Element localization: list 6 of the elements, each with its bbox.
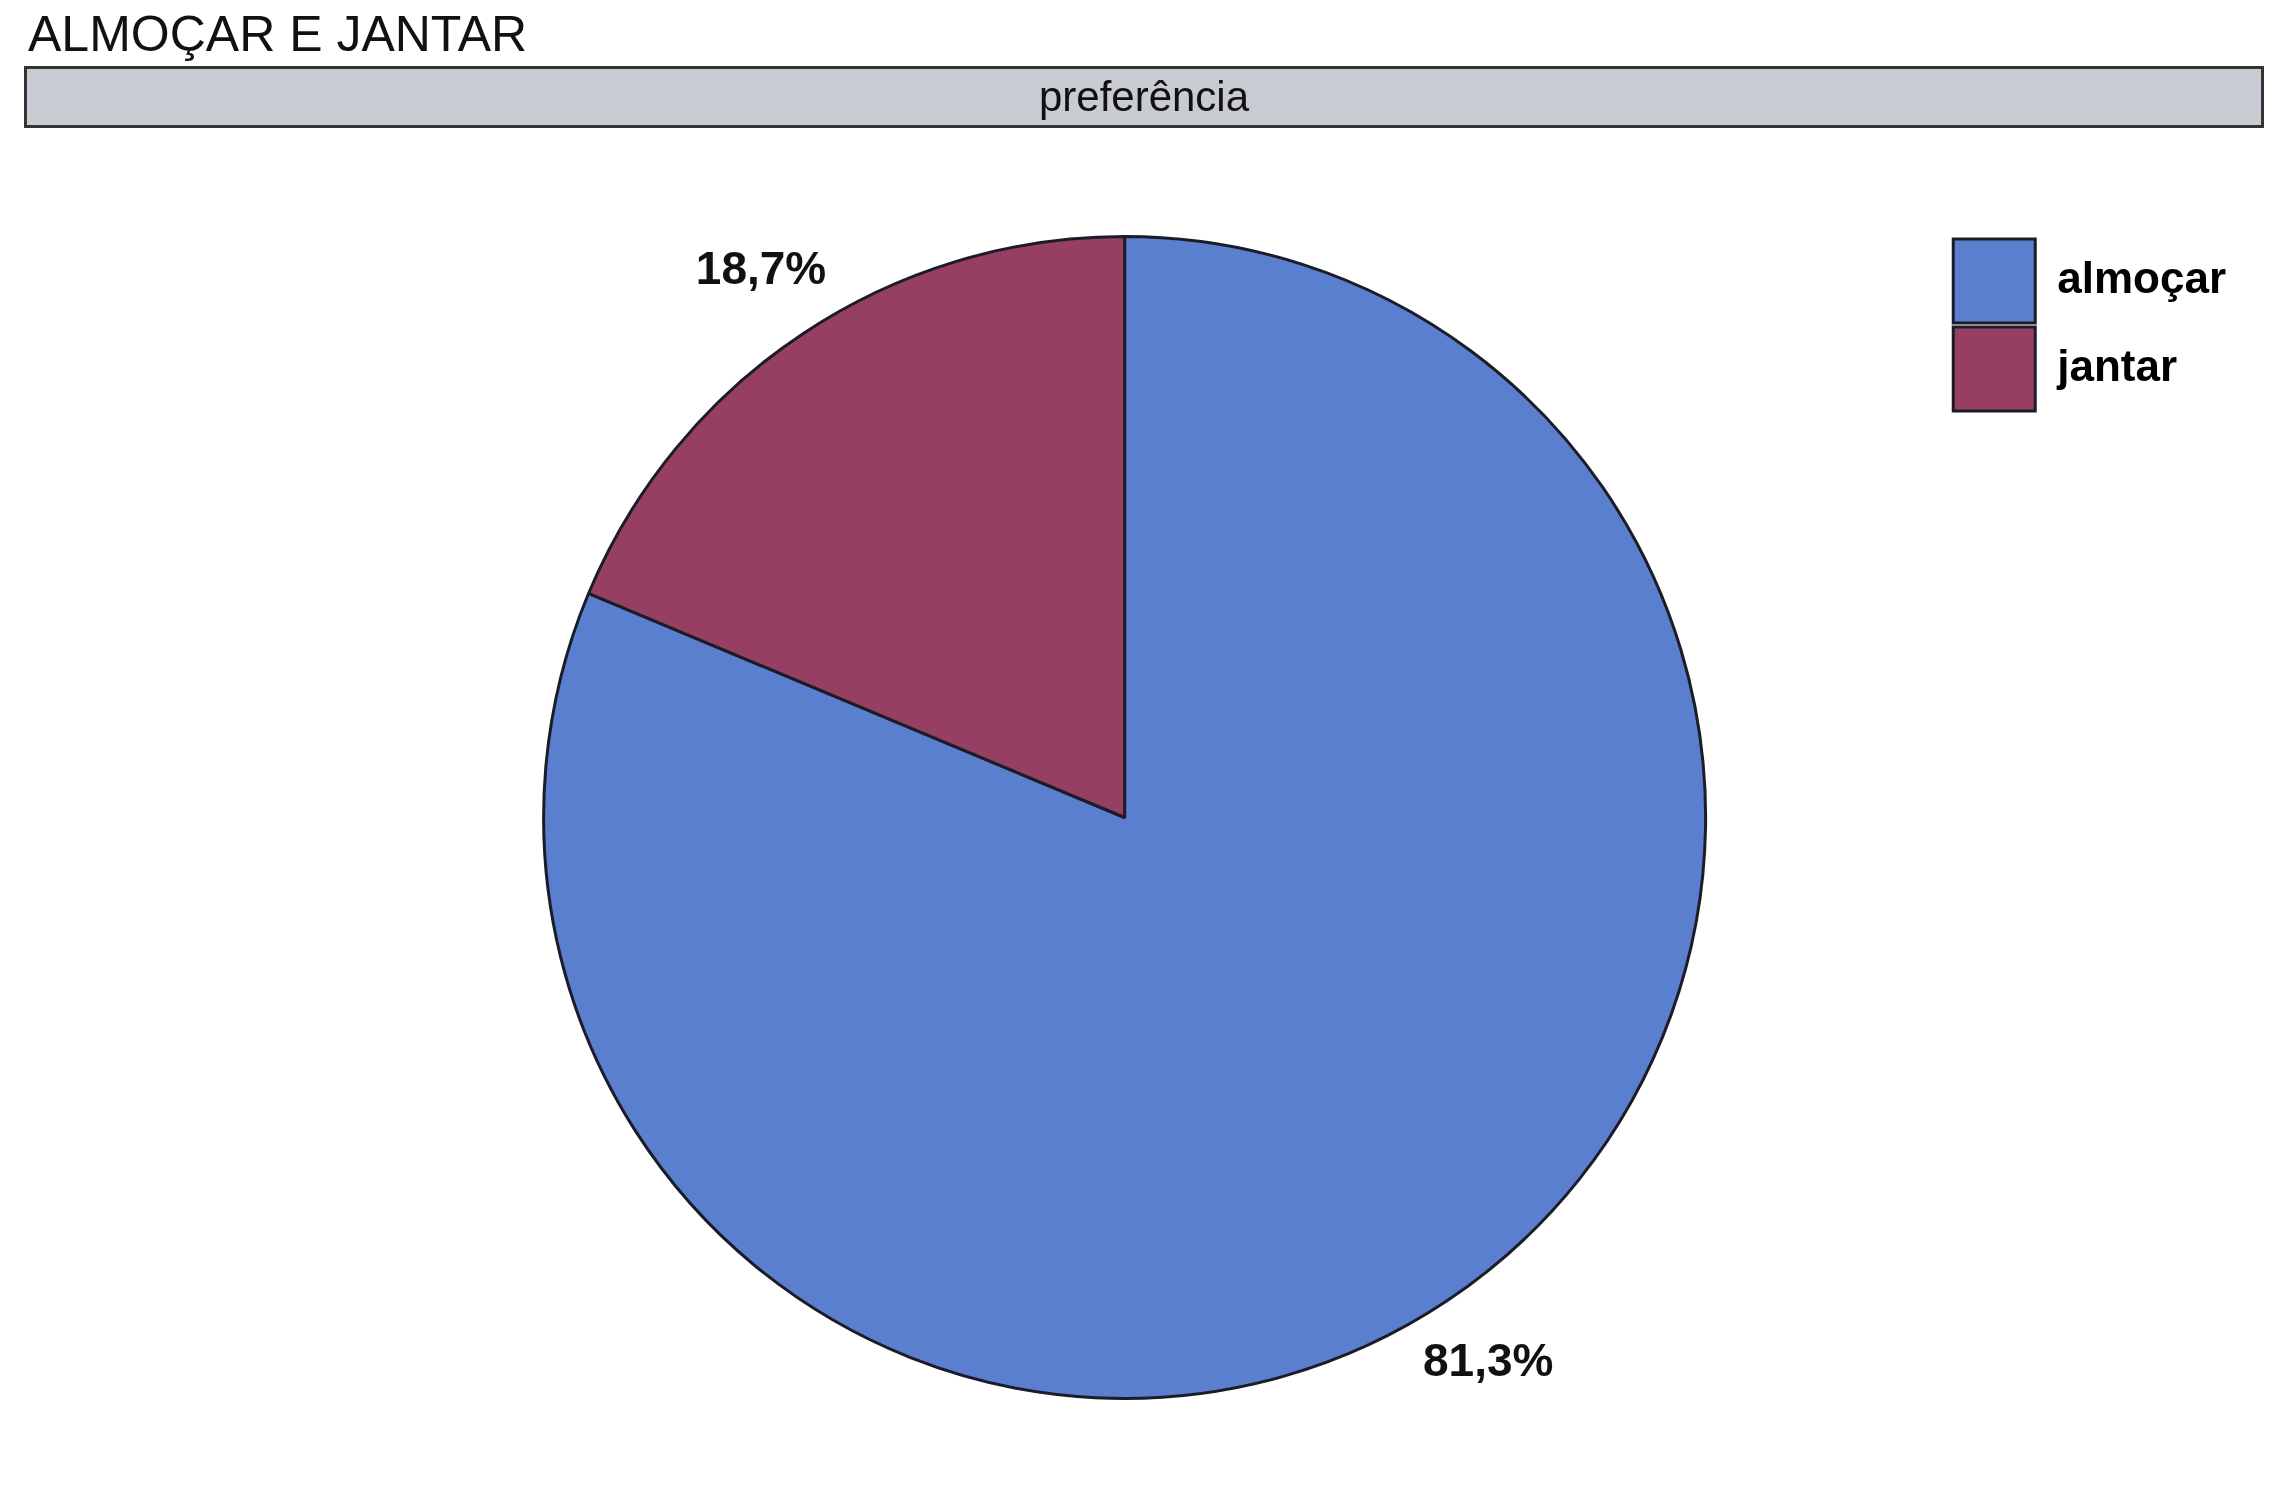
data-label: 81,3% [1423, 1334, 1554, 1387]
data-label: 18,7% [695, 242, 827, 295]
legend-label: jantar [2056, 341, 2178, 391]
chart-subtitle: preferência [24, 66, 2264, 128]
chart-title: ALMOÇAR E JANTAR [28, 6, 528, 62]
legend-label: almoçar [2057, 253, 2227, 303]
